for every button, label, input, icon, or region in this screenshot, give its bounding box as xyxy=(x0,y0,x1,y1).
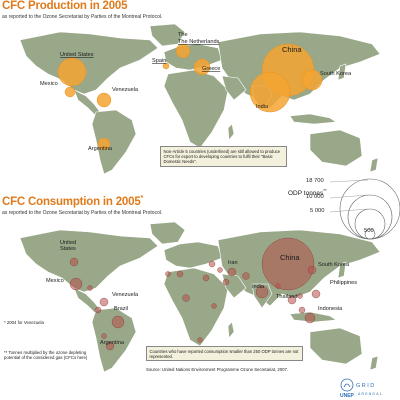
bubble-venezuela xyxy=(99,297,109,307)
label-spain: Spain xyxy=(152,58,166,64)
bubble-south-korea xyxy=(301,69,323,91)
label-venezuela: Venezuela xyxy=(112,292,139,298)
arendal-logo-text: ARENDAL xyxy=(358,392,383,396)
label-mexico: Mexico xyxy=(46,278,64,284)
bubble-algeria xyxy=(176,270,184,278)
bubble-mexico xyxy=(64,86,76,98)
label-usa: United States xyxy=(60,52,94,58)
bubble-brazil xyxy=(111,315,125,329)
footnote-venezuela: * 2004 for Venezuela xyxy=(4,320,44,325)
legend-circles xyxy=(329,178,400,240)
unep-logo-icon xyxy=(340,378,354,392)
bubble-spain xyxy=(162,62,170,70)
grid-logo-text: GRID xyxy=(356,383,376,389)
bubble-malaysia xyxy=(298,306,306,314)
consumption-map: United States Mexico Venezuela Brazil Ar… xyxy=(19,221,381,373)
bubble-nigeria xyxy=(182,294,190,302)
production-note: Non-Article 5 countries (underlined) are… xyxy=(160,146,287,167)
label-argentina: Argentina xyxy=(100,340,125,346)
label-argentina: Argentina xyxy=(88,146,113,152)
legend-circle-5000 xyxy=(354,208,386,240)
bubble-morocco xyxy=(165,271,171,277)
bubble-mexico xyxy=(69,277,83,291)
label-philippines: Philippines xyxy=(330,280,357,286)
bubble-india xyxy=(249,71,291,113)
bubble-cuba xyxy=(87,285,93,291)
bubble-colombia xyxy=(94,306,102,314)
production-subtitle: as reported to the Ozone Secretariat by … xyxy=(2,14,163,20)
label-brazil: Brazil xyxy=(114,306,128,312)
label-south-korea: South Korea xyxy=(320,71,352,77)
bubble-saudi xyxy=(222,278,230,286)
bubble-egypt xyxy=(202,274,210,282)
label-iran: Iran xyxy=(228,260,238,266)
consumption-labels: United States Mexico Venezuela Brazil Ar… xyxy=(46,240,357,346)
bubble-kenya xyxy=(211,303,217,309)
label-china: China xyxy=(280,253,300,262)
footnote-odp-2: potential of the considered gas (CFCs he… xyxy=(4,355,88,360)
label-thailand: Thailand xyxy=(276,294,297,300)
bubble-indonesia xyxy=(304,312,316,324)
bubble-south-korea xyxy=(307,265,317,275)
bubble-syria xyxy=(217,267,223,273)
bubble-venezuela xyxy=(96,92,112,108)
label-netherlands: The Netherlands xyxy=(178,39,220,45)
source: Source: United Nations Environment Progr… xyxy=(146,367,289,372)
label-indonesia: Indonesia xyxy=(318,306,343,312)
label-venezuela: Venezuela xyxy=(112,87,139,93)
footnote-odp-1: ** Tonnes multiplied by the ozone deplet… xyxy=(4,350,87,355)
legend-value-10000: 10 000 xyxy=(306,194,324,200)
bubble-iran xyxy=(227,267,237,277)
legend-circle-500 xyxy=(364,228,376,240)
bubble-thailand xyxy=(287,295,297,305)
consumption-note: Countries who have reported consumption … xyxy=(146,346,303,362)
bubble-philippines xyxy=(311,289,321,299)
label-united: United xyxy=(60,240,76,246)
label-greece: Greece xyxy=(202,66,220,72)
production-map: United States The The Netherlands Spain … xyxy=(19,23,381,175)
production-labels: United States The The Netherlands Spain … xyxy=(40,32,352,152)
bubble-india xyxy=(255,285,269,299)
bubble-south-africa xyxy=(197,337,203,343)
consumption-subtitle: as reported to the Ozone Secretariat by … xyxy=(2,210,163,216)
bubble-pakistan xyxy=(242,272,250,280)
unep-logo-text: UNEP xyxy=(340,393,354,399)
legend-value-18700: 18 700 xyxy=(306,178,324,184)
legend-title: ODP tonnes** xyxy=(288,188,327,198)
label-china: China xyxy=(282,45,302,54)
bubble-greece xyxy=(193,58,211,76)
label-the: The xyxy=(178,32,188,38)
consumption-title: CFC Consumption in 2005* xyxy=(2,195,144,208)
label-india: India xyxy=(252,284,265,290)
bubble-netherlands xyxy=(175,43,191,59)
bubble-usa xyxy=(69,257,79,267)
bubble-vietnam xyxy=(297,293,303,299)
production-title: CFC Production in 2005 xyxy=(2,0,128,12)
bubble-chile xyxy=(101,333,107,339)
bubble-argentina xyxy=(105,341,115,351)
label-south-korea: South Korea xyxy=(318,262,350,268)
label-states: States xyxy=(60,246,76,252)
consumption-bubbles xyxy=(69,237,321,351)
label-india: India xyxy=(256,104,269,110)
bubble-turkey xyxy=(208,260,216,268)
legend-value-500: 500 xyxy=(364,228,374,234)
bubble-usa xyxy=(57,57,87,87)
label-mexico: Mexico xyxy=(40,81,58,87)
bubble-china xyxy=(261,237,315,291)
bubble-argentina xyxy=(97,137,111,151)
production-bubbles xyxy=(57,43,323,151)
legend-value-5000: 5 000 xyxy=(310,208,325,214)
